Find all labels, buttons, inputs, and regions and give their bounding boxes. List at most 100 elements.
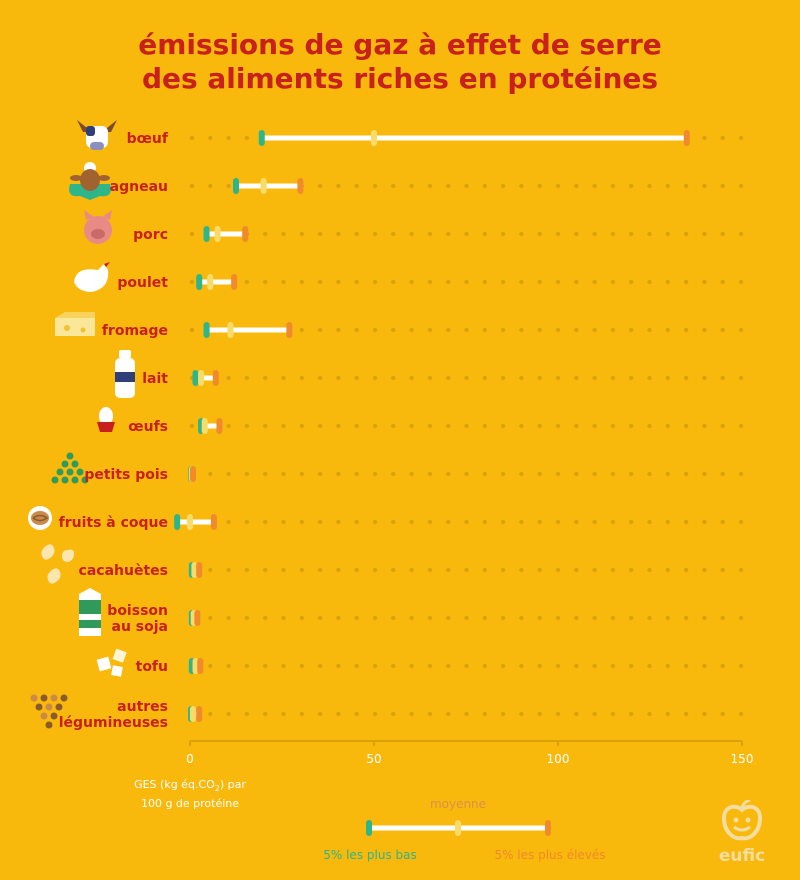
row-8-low-marker (174, 514, 181, 530)
legend-low-label: 5% les plus bas (323, 848, 417, 862)
cheese-icon (55, 312, 95, 336)
chart-title: émissions de gaz à effet de serre des al… (0, 28, 800, 96)
legumes-icon (30, 694, 68, 729)
row-5-high-marker (212, 370, 219, 386)
category-label: lait (142, 371, 168, 387)
x-axis-label-text: GES (kg éq.CO (134, 778, 215, 791)
lamb-icon (69, 162, 111, 200)
row-0-low-marker (258, 130, 265, 146)
row-8-high-marker (210, 514, 217, 530)
category-label-line: tofu (136, 659, 168, 675)
legend-mean-marker (455, 820, 461, 836)
row-11-high-marker (197, 658, 204, 674)
chart-title-line-2: des aliments riches en protéines (141, 62, 659, 95)
category-label-line: boisson (107, 603, 168, 619)
category-label-line: petits pois (84, 467, 168, 483)
cow-icon (77, 120, 117, 150)
x-axis: 0 50 100 150 (186, 740, 754, 766)
peanut-icon (41, 544, 74, 584)
category-label: poulet (117, 275, 168, 291)
category-label-line: agneau (110, 179, 168, 195)
row-9-mean-marker (191, 562, 198, 578)
category-label-line: au soja (112, 619, 169, 635)
category-label-line: lait (142, 371, 168, 387)
category-label: petits pois (84, 467, 168, 483)
apple-logo-icon (721, 798, 763, 841)
category-label: autres légumineuses (59, 699, 168, 731)
row-1-high-marker (297, 178, 304, 194)
row-11-mean-marker (192, 658, 199, 674)
range-bars (174, 130, 690, 722)
category-label-line: cacahuètes (79, 563, 168, 579)
category-label: fruits à coque (59, 515, 168, 531)
category-label: fromage (102, 323, 168, 339)
row-5-low-marker (192, 370, 199, 386)
x-axis-label-subscript: 2 (214, 784, 220, 794)
chart-title-line-1: émissions de gaz à effet de serre (138, 28, 662, 61)
category-label-line: bœuf (127, 131, 169, 147)
category-label-line: fromage (102, 323, 168, 339)
category-labels: bœuf agneau porc poulet fromage lait œufs petit… (59, 131, 169, 731)
row-12-mean-marker (189, 706, 196, 722)
row-8-mean-marker (187, 514, 193, 530)
x-tick-label: 150 (731, 752, 754, 766)
nuts-icon (28, 506, 52, 530)
row-2-low-marker (203, 226, 210, 242)
legend-mean-label: moyenne (429, 797, 487, 811)
row-6-high-marker (216, 418, 223, 434)
category-label: agneau (110, 179, 168, 195)
x-tick-label: 0 (186, 752, 194, 766)
row-9-high-marker (196, 562, 203, 578)
eufic-logo: eufic (714, 798, 770, 870)
x-tick-label: 100 (547, 752, 570, 766)
row-1-low-marker (233, 178, 239, 194)
category-label: œufs (128, 419, 168, 435)
legend-bar (366, 820, 551, 836)
category-label-line: poulet (117, 275, 168, 291)
tofu-icon (96, 648, 127, 677)
pig-icon (84, 210, 112, 244)
row-3-mean-marker (207, 274, 214, 290)
row-3-high-marker (231, 274, 238, 290)
x-tick-label: 50 (366, 752, 381, 766)
category-label-line: autres (117, 699, 168, 715)
x-axis-label: GES (kg éq.CO2) par 100 g de protéine (110, 777, 270, 811)
logo-text: eufic (718, 846, 766, 866)
category-label: tofu (136, 659, 168, 675)
row-2-high-marker (242, 226, 249, 242)
row-4-high-marker (286, 322, 293, 338)
milk-bottle-icon (115, 350, 135, 398)
row-4-mean-marker (227, 322, 234, 338)
category-label-line: légumineuses (59, 715, 168, 731)
category-label: cacahuètes (79, 563, 168, 579)
peas-icon (51, 452, 89, 484)
category-label: bœuf (127, 131, 169, 147)
category-label: boisson au soja (107, 603, 168, 635)
legend-low-marker (366, 820, 372, 836)
legend-high-label: 5% les plus élevés (494, 848, 606, 862)
row-12-high-marker (196, 706, 203, 722)
category-label-line: fruits à coque (59, 515, 168, 531)
row-0-high-marker (683, 130, 690, 146)
category-label-line: porc (133, 227, 168, 243)
row-5-mean-marker (198, 370, 205, 386)
row-10-high-marker (194, 610, 201, 626)
row-2-mean-marker (214, 226, 221, 242)
row-0-mean-marker (371, 130, 377, 146)
row-1-mean-marker (260, 178, 267, 194)
x-axis-label-line-2: 100 g de protéine (140, 797, 240, 811)
row-dot-guides (189, 135, 744, 717)
x-axis-label-suffix: ) par (219, 778, 246, 791)
food-icons (28, 120, 135, 729)
category-label-line: œufs (128, 419, 168, 435)
row-6-mean-marker (201, 418, 208, 434)
category-label: porc (133, 227, 168, 243)
row-7-high-marker (189, 466, 196, 482)
row-4-low-marker (203, 322, 210, 338)
soy-drink-icon (79, 588, 101, 636)
legend-high-marker (545, 820, 551, 836)
chicken-icon (74, 262, 110, 292)
row-3-low-marker (196, 274, 203, 290)
egg-icon (97, 407, 115, 432)
